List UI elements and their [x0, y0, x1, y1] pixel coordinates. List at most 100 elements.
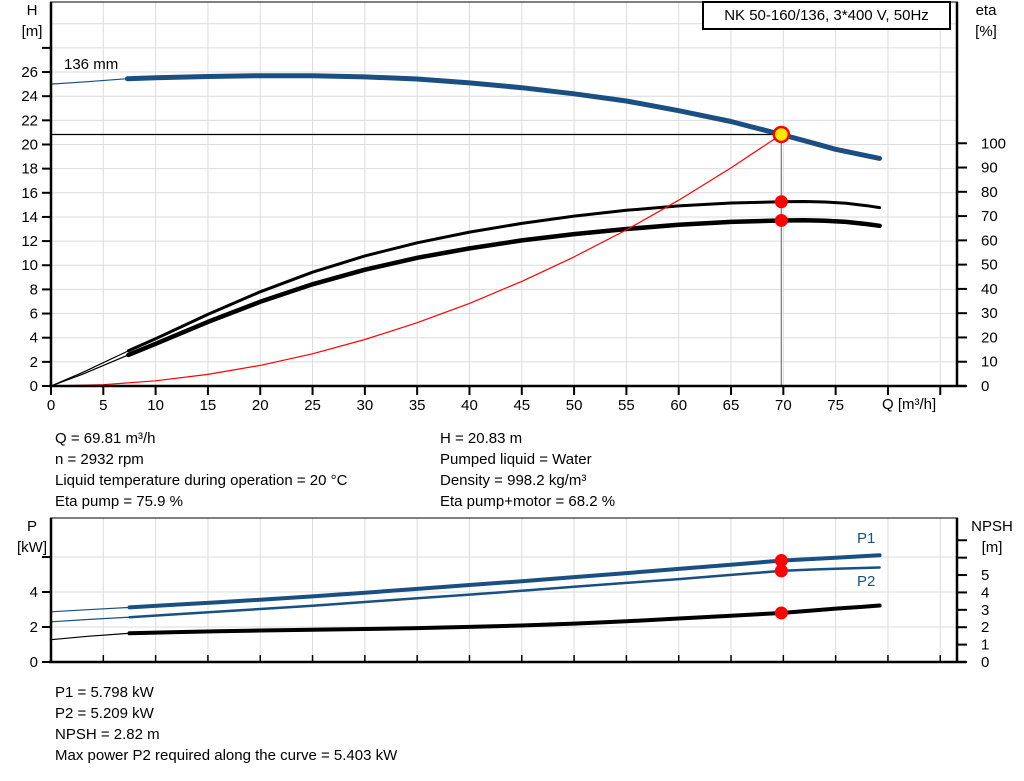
info-line: P1 = 5.798 kW — [55, 684, 154, 701]
gridlines — [51, 2, 957, 386]
svg-text:22: 22 — [21, 112, 38, 129]
svg-text:16: 16 — [21, 185, 38, 202]
svg-text:26: 26 — [21, 64, 38, 81]
p1-duty-dot — [774, 554, 788, 568]
svg-text:35: 35 — [409, 397, 426, 414]
info-line: Pumped liquid = Water — [440, 451, 592, 468]
svg-text:24: 24 — [21, 88, 38, 105]
p2-power-curve — [128, 566, 881, 619]
info-line: Liquid temperature during operation = 20… — [55, 472, 348, 489]
svg-text:50: 50 — [566, 397, 583, 414]
svg-text:20: 20 — [252, 397, 269, 414]
svg-text:2: 2 — [981, 619, 989, 636]
duty-point-marker — [772, 125, 791, 144]
head-curve-136mm-lead — [50, 78, 128, 85]
duty-info-left: Q = 69.81 m³/h n = 2932 rpm Liquid tempe… — [55, 428, 347, 512]
svg-text:55: 55 — [618, 397, 635, 414]
head-curve-136mm — [124, 73, 883, 161]
p2-power-curve-lead — [50, 616, 130, 623]
power-info: P1 = 5.798 kW P2 = 5.209 kW NPSH = 2.82 … — [55, 682, 397, 766]
info-line: Density = 998.2 kg/m³ — [440, 472, 587, 489]
svg-text:45: 45 — [513, 397, 530, 414]
p1-curve-label: P1 — [857, 530, 876, 547]
info-line: H = 20.83 m — [440, 430, 523, 447]
svg-text:10: 10 — [21, 257, 38, 274]
svg-text:4: 4 — [981, 584, 989, 601]
eta-pump-curve-lead — [50, 350, 129, 387]
p-axis-label: P [kW] — [17, 518, 47, 556]
svg-text:20: 20 — [21, 136, 38, 153]
info-line: Eta pump+motor = 68.2 % — [440, 493, 616, 510]
npsh-duty-dot — [774, 606, 788, 620]
svg-text:60: 60 — [670, 397, 687, 414]
svg-text:12: 12 — [21, 233, 38, 250]
gridlines — [51, 518, 957, 662]
svg-text:6: 6 — [30, 306, 38, 323]
svg-text:0: 0 — [30, 378, 38, 395]
pump-title-box: NK 50-160/136, 3*400 V, 50Hz — [702, 1, 951, 30]
svg-text:70: 70 — [775, 397, 792, 414]
duty-info-right: H = 20.83 m Pumped liquid = Water Densit… — [440, 428, 615, 512]
svg-text:2: 2 — [30, 354, 38, 371]
svg-text:20: 20 — [981, 329, 998, 346]
q-axis-label: Q [m³/h] — [882, 396, 937, 413]
eta-pump-duty-dot — [774, 195, 788, 209]
axes — [42, 517, 967, 664]
info-line: NPSH = 2.82 m — [55, 726, 160, 743]
h-axis-label: H [m] — [21, 2, 43, 40]
svg-text:10: 10 — [147, 397, 164, 414]
svg-text:25: 25 — [304, 397, 321, 414]
eta-pump-motor-duty-dot — [774, 213, 788, 227]
svg-text:80: 80 — [981, 184, 998, 201]
p1-power-curve-lead — [50, 606, 130, 613]
info-line: Max power P2 required along the curve = … — [55, 747, 398, 764]
eta-pump-motor-curve-lead — [50, 354, 129, 387]
svg-text:65: 65 — [723, 397, 740, 414]
info-line: Q = 69.81 m³/h — [55, 430, 156, 447]
npsh-curve — [127, 603, 882, 636]
info-line: P2 = 5.209 kW — [55, 705, 154, 722]
svg-text:5: 5 — [99, 397, 107, 414]
svg-text:30: 30 — [981, 305, 998, 322]
svg-text:70: 70 — [981, 208, 998, 225]
svg-text:90: 90 — [981, 160, 998, 177]
svg-text:5: 5 — [981, 567, 989, 584]
svg-text:40: 40 — [461, 397, 478, 414]
svg-text:14: 14 — [21, 209, 38, 226]
svg-text:4: 4 — [30, 584, 38, 601]
svg-text:100: 100 — [981, 135, 1006, 152]
impeller-diameter-label: 136 mm — [64, 56, 119, 73]
svg-text:15: 15 — [200, 397, 217, 414]
system-curve — [50, 133, 782, 387]
svg-text:0: 0 — [30, 654, 38, 671]
eta-axis-label: eta [%] — [975, 2, 997, 40]
svg-text:4: 4 — [30, 330, 38, 347]
svg-text:1: 1 — [981, 637, 989, 654]
npsh-axis-label: NPSH [m] — [971, 518, 1013, 556]
info-line: Eta pump = 75.9 % — [55, 493, 183, 510]
svg-text:30: 30 — [357, 397, 374, 414]
svg-text:75: 75 — [827, 397, 844, 414]
p1-power-curve — [127, 553, 882, 610]
svg-text:8: 8 — [30, 281, 38, 298]
svg-text:0: 0 — [981, 378, 989, 395]
p2-curve-label: P2 — [857, 573, 876, 590]
svg-text:0: 0 — [47, 397, 55, 414]
svg-text:50: 50 — [981, 257, 998, 274]
chart-panel-0: 0 5 10 15 20 25 30 35 40 45 50 55 60 65 70 750246810121… — [21, 1, 1006, 414]
svg-text:3: 3 — [981, 602, 989, 619]
info-line: n = 2932 rpm — [55, 451, 144, 468]
svg-text:18: 18 — [21, 161, 38, 178]
axes — [42, 1, 967, 395]
eta-pump-motor-curve — [126, 217, 882, 358]
p2-duty-dot — [774, 564, 788, 578]
svg-text:0: 0 — [981, 654, 989, 671]
svg-text:60: 60 — [981, 232, 998, 249]
eta-pump-curve — [126, 200, 882, 353]
svg-text:10: 10 — [981, 354, 998, 371]
npsh-curve-lead — [50, 632, 130, 641]
